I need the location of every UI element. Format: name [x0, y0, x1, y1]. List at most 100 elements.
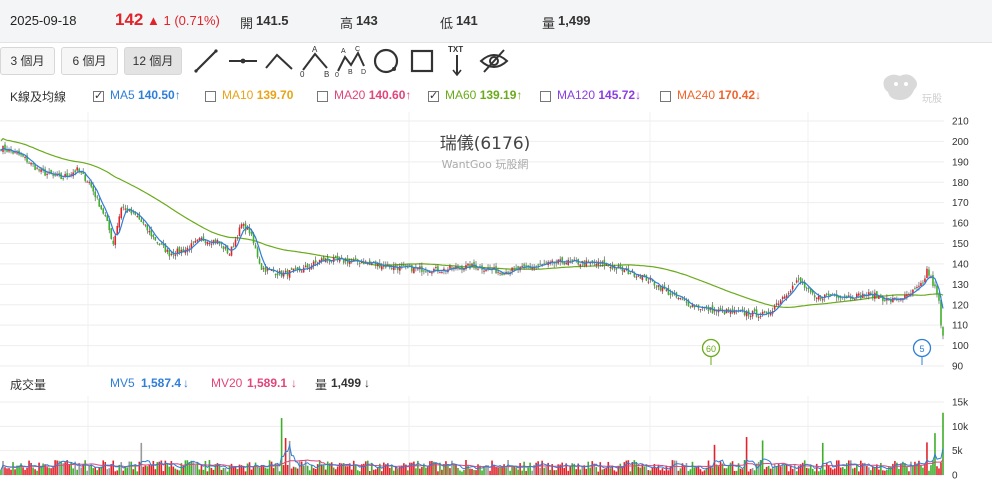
candle-body: [86, 181, 88, 183]
volume-bar: [866, 466, 868, 475]
volume-chart[interactable]: 0 5k 10k 15k: [0, 396, 992, 481]
hide-drawings-icon[interactable]: [477, 44, 511, 78]
price-tick-label: 90: [952, 362, 964, 371]
ma-checkbox-ma5[interactable]: [93, 89, 104, 102]
volume-bar: [280, 418, 283, 475]
candle-body: [543, 263, 545, 265]
volume-bar: [829, 467, 832, 475]
volume-bar: [886, 469, 888, 475]
candle-body: [200, 237, 203, 241]
ma-checkbox-ma10[interactable]: [205, 91, 216, 102]
volume-bar: [356, 470, 359, 475]
volume-bar: [188, 462, 191, 475]
volume-bar: [621, 467, 624, 475]
candle-body: [8, 149, 10, 152]
candle-body: [463, 268, 465, 271]
volume-bar: [92, 468, 94, 475]
volume-bar: [527, 467, 529, 475]
volume-bar: [639, 467, 642, 475]
candle-body: [114, 235, 117, 245]
volume-bar: [50, 468, 52, 475]
volume-bar: [817, 471, 820, 475]
candle-body: [874, 292, 876, 299]
range-12m-button[interactable]: 12 個月: [124, 47, 182, 75]
candle-body: [473, 262, 475, 266]
volume-bar: [675, 460, 678, 475]
text-tool-icon[interactable]: TXT: [440, 44, 474, 78]
volume-bar: [431, 460, 433, 475]
volume-bar: [364, 461, 367, 475]
abcd-pattern-tool-icon[interactable]: A C 0 B D: [334, 44, 368, 78]
volume-bar: [902, 461, 904, 475]
wave-tool-icon[interactable]: [262, 44, 296, 78]
horizontal-line-tool-icon[interactable]: [226, 44, 260, 78]
volume-bar: [569, 465, 572, 475]
candle-body: [368, 260, 371, 263]
volume-bar: [68, 464, 70, 475]
low-value: 141: [456, 13, 478, 28]
candle-body: [733, 310, 736, 314]
volume-bar: [415, 468, 417, 475]
candle-body: [381, 266, 383, 270]
volume-bar: [256, 466, 259, 475]
volume-bar: [860, 460, 862, 475]
volume-bar: [423, 463, 425, 475]
circle-tool-icon[interactable]: [369, 44, 403, 78]
volume-bar: [575, 469, 578, 475]
ma-checkbox-ma240[interactable]: [660, 91, 671, 102]
mv5-line: [0, 443, 944, 471]
volume-bar: [204, 460, 207, 475]
volume-bar: [104, 461, 107, 475]
ma-checkbox-ma60[interactable]: [428, 89, 439, 102]
volume-bar: [589, 467, 592, 475]
volume-bar: [395, 466, 397, 475]
volume-bar: [409, 462, 411, 475]
candle-body: [723, 311, 726, 315]
candle-body: [561, 257, 563, 263]
candle-body: [24, 157, 26, 159]
volume-bar: [376, 467, 379, 475]
ma-checkbox-ma120[interactable]: [540, 91, 551, 102]
volume-bar: [459, 470, 461, 475]
volume-bar: [220, 469, 223, 475]
volume-bar: [928, 470, 930, 475]
trend-line-tool-icon[interactable]: [189, 44, 223, 78]
candle-body: [252, 233, 255, 244]
volume-bar: [906, 466, 908, 475]
volume-bar: [238, 464, 241, 475]
candle-body: [401, 265, 403, 267]
volume-bar: [841, 467, 844, 475]
price-chart[interactable]: 90 100 110 120 130 140 150 160 170 180 190 200 210 瑞儀…: [0, 112, 992, 370]
range-3m-button[interactable]: 3 個月: [0, 47, 55, 75]
candle-body: [793, 283, 796, 285]
volume-bar: [489, 470, 491, 475]
volume-bar: [669, 466, 672, 475]
volume-bar: [525, 470, 527, 475]
volume-bar: [561, 462, 563, 475]
volume-bar: [517, 469, 519, 475]
candle-body: [605, 263, 608, 265]
volume-bar: [184, 460, 187, 475]
candle-body: [779, 300, 782, 304]
volume-bar: [813, 471, 816, 475]
volume-bar: [559, 464, 561, 475]
volume-bar: [557, 464, 559, 475]
volume-bar: [14, 469, 16, 475]
volume-bar: [268, 460, 271, 475]
candle-body: [437, 266, 439, 272]
candle-body: [431, 272, 433, 274]
candle-body: [803, 281, 806, 288]
range-6m-button[interactable]: 6 個月: [61, 47, 118, 75]
abcd-tool-label-d: D: [361, 69, 366, 76]
rectangle-tool-icon[interactable]: [405, 44, 439, 78]
volume-bar: [807, 468, 810, 475]
volume-bar: [725, 468, 728, 475]
candle-body: [326, 256, 329, 261]
abc-pattern-tool-icon[interactable]: A 0 B: [298, 44, 332, 78]
ma-arrow: ↓: [635, 88, 642, 102]
candle-body: [525, 265, 527, 268]
volume-bar: [597, 471, 600, 475]
ma-checkbox-ma20[interactable]: [317, 91, 328, 102]
volume-bar: [843, 468, 846, 475]
volume-bar: [900, 463, 902, 475]
